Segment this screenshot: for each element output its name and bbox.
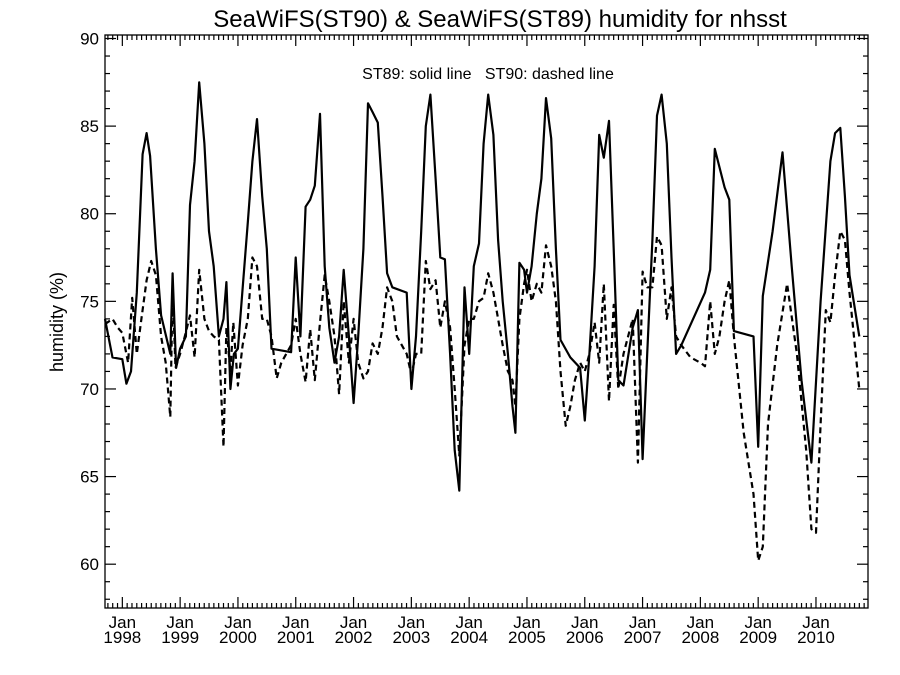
series-line-st89 (103, 81, 861, 492)
series-line-st90 (104, 230, 861, 562)
x-tick-month-label: Jan (340, 613, 367, 632)
x-tick-month-label: Jan (166, 613, 193, 632)
y-tick-label: 80 (80, 205, 99, 224)
x-tick-month-label: Jan (282, 613, 309, 632)
x-tick-year-label: 2004 (450, 628, 488, 647)
x-tick-year-label: 1999 (161, 628, 199, 647)
x-tick-month-label: Jan (109, 613, 136, 632)
x-tick-year-label: 2002 (335, 628, 373, 647)
x-tick-year-label: 2005 (508, 628, 546, 647)
x-tick-month-label: Jan (744, 613, 771, 632)
x-tick-month-label: Jan (802, 613, 829, 632)
y-tick-label: 60 (80, 555, 99, 574)
x-tick-year-label: 2008 (681, 628, 719, 647)
x-tick-year-label: 2003 (392, 628, 430, 647)
y-tick-label: 90 (80, 30, 99, 49)
x-tick-month-label: Jan (687, 613, 714, 632)
x-tick-year-label: 2001 (277, 628, 315, 647)
series-layer (103, 81, 861, 562)
x-tick-month-label: Jan (224, 613, 251, 632)
x-tick-month-label: Jan (455, 613, 482, 632)
line-style-annotation: ST89: solid line ST90: dashed line (362, 66, 614, 83)
y-tick-label: 65 (80, 468, 99, 487)
y-axis-label: humidity (%) (47, 272, 67, 372)
x-tick-month-label: Jan (398, 613, 425, 632)
x-tick-month-label: Jan (571, 613, 598, 632)
plot-frame (104, 34, 869, 609)
chart-title: SeaWiFS(ST90) & SeaWiFS(ST89) humidity f… (213, 6, 787, 33)
y-tick-label: 75 (80, 292, 99, 311)
x-tick-year-label: 2006 (566, 628, 604, 647)
x-tick-year-label: 1998 (103, 628, 141, 647)
y-tick-label: 85 (80, 117, 99, 136)
axes-layer: 60657075808590Jan1998Jan1999Jan2000Jan20… (80, 30, 869, 647)
y-tick-label: 70 (80, 380, 99, 399)
x-tick-year-label: 2007 (624, 628, 662, 647)
x-tick-year-label: 2010 (797, 628, 835, 647)
x-tick-month-label: Jan (513, 613, 540, 632)
x-tick-year-label: 2000 (219, 628, 257, 647)
x-tick-month-label: Jan (629, 613, 656, 632)
x-tick-year-label: 2009 (739, 628, 777, 647)
